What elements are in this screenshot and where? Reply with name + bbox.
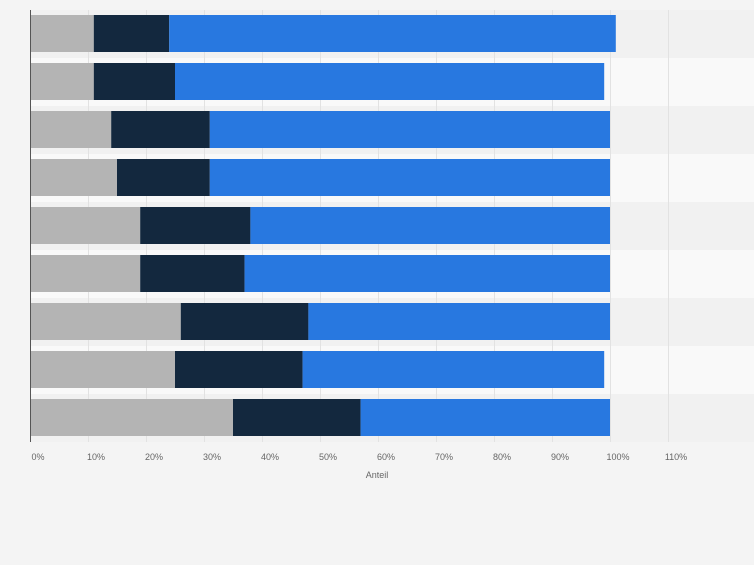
bar-row4-series2: [117, 159, 210, 196]
bar-row1-series2: [93, 15, 170, 52]
bar-row5-series3: [250, 207, 610, 244]
x-axis-label: Anteil: [366, 470, 389, 480]
bar-row9-series3: [360, 399, 610, 436]
bar-row8-series1: [30, 351, 175, 388]
bar-row6-series1: [30, 255, 141, 292]
bar-row4-series1: [30, 159, 117, 196]
x-tick-label: 90%: [551, 452, 569, 462]
bar-row2-series2: [93, 63, 175, 100]
x-tick-label: 0%: [31, 452, 44, 462]
bar-row6-series2: [140, 255, 245, 292]
x-tick-label: 70%: [435, 452, 453, 462]
bar-row8-series2: [175, 351, 303, 388]
bar-row5-series2: [140, 207, 251, 244]
x-tick-label: 80%: [493, 452, 511, 462]
bar-row2-series3: [175, 63, 605, 100]
bar-row2-series1: [30, 63, 94, 100]
x-tick-label: 110%: [665, 452, 687, 462]
bar-row1-series1: [30, 15, 94, 52]
bar-row3-series3: [209, 111, 611, 148]
bar-row3-series2: [111, 111, 210, 148]
bar-row9-series2: [233, 399, 361, 436]
bar-row7-series2: [180, 303, 309, 340]
x-tick-label: 40%: [261, 452, 279, 462]
bar-row7-series3: [308, 303, 610, 340]
bar-row1-series3: [169, 15, 616, 52]
bar-row5-series1: [30, 207, 141, 244]
x-tick-label: 30%: [203, 452, 221, 462]
bar-row9-series1: [30, 399, 233, 436]
x-tick-label: 100%: [606, 452, 629, 462]
bar-row8-series3: [302, 351, 605, 388]
bar-row3-series1: [30, 111, 112, 148]
bar-row4-series3: [209, 159, 611, 196]
x-tick-label: 20%: [145, 452, 163, 462]
x-tick-label: 10%: [87, 452, 105, 462]
x-tick-label: 60%: [377, 452, 395, 462]
x-axis-ticks: 0% 10% 20% 30% 40% 50% 60% 70% 80% 90% 100% 110%: [31, 452, 687, 462]
bar-row6-series3: [244, 255, 610, 292]
x-tick-label: 50%: [319, 452, 337, 462]
bar-row7-series1: [30, 303, 181, 340]
bars: [30, 15, 616, 436]
